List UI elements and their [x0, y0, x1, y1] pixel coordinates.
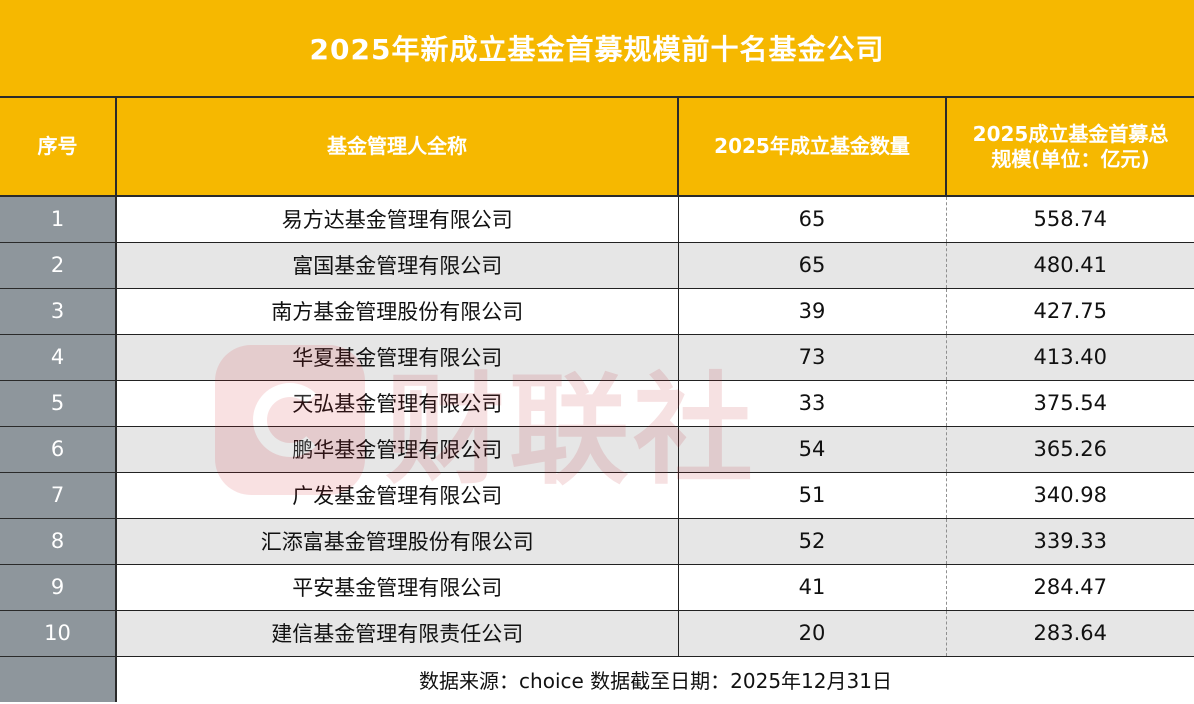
row-index: 2 — [0, 242, 117, 289]
row-scale: 558.74 — [946, 196, 1194, 243]
row-company: 鹏华基金管理有限公司 — [116, 426, 679, 473]
footer-row: 数据来源：choice 数据截至日期：2025年12月31日 — [0, 656, 1194, 702]
table-row: 4 华夏基金管理有限公司 73 413.40 — [0, 334, 1194, 381]
row-index: 5 — [0, 380, 117, 427]
row-count: 41 — [678, 564, 947, 611]
table-row: 10 建信基金管理有限责任公司 20 283.64 — [0, 610, 1194, 657]
row-scale: 375.54 — [946, 380, 1194, 427]
header-count: 2025年成立基金数量 — [678, 98, 947, 197]
row-index: 7 — [0, 472, 117, 519]
table-row: 1 易方达基金管理有限公司 65 558.74 — [0, 196, 1194, 243]
header-scale: 2025成立基金首募总 规模(单位：亿元) — [946, 98, 1194, 197]
row-count: 65 — [678, 242, 947, 289]
row-index: 1 — [0, 196, 117, 243]
row-company: 汇添富基金管理股份有限公司 — [116, 518, 679, 565]
row-count: 51 — [678, 472, 947, 519]
row-company: 天弘基金管理有限公司 — [116, 380, 679, 427]
row-company: 南方基金管理股份有限公司 — [116, 288, 679, 335]
row-index: 9 — [0, 564, 117, 611]
row-index: 3 — [0, 288, 117, 335]
fund-ranking-table: 序号 基金管理人全称 2025年成立基金数量 2025成立基金首募总 规模(单位… — [0, 98, 1194, 702]
row-scale: 284.47 — [946, 564, 1194, 611]
table-row: 7 广发基金管理有限公司 51 340.98 — [0, 472, 1194, 519]
table-row: 9 平安基金管理有限公司 41 284.47 — [0, 564, 1194, 611]
row-index: 10 — [0, 610, 117, 657]
row-count: 52 — [678, 518, 947, 565]
row-index: 4 — [0, 334, 117, 381]
row-company: 平安基金管理有限公司 — [116, 564, 679, 611]
row-scale: 283.64 — [946, 610, 1194, 657]
table-row: 8 汇添富基金管理股份有限公司 52 339.33 — [0, 518, 1194, 565]
row-count: 39 — [678, 288, 947, 335]
header-row: 序号 基金管理人全称 2025年成立基金数量 2025成立基金首募总 规模(单位… — [0, 98, 1194, 197]
row-count: 33 — [678, 380, 947, 427]
row-count: 65 — [678, 196, 947, 243]
row-scale: 427.75 — [946, 288, 1194, 335]
header-company: 基金管理人全称 — [116, 98, 679, 197]
header-scale-line1: 2025成立基金首募总 — [972, 121, 1169, 146]
row-count: 73 — [678, 334, 947, 381]
row-company: 华夏基金管理有限公司 — [116, 334, 679, 381]
row-company: 广发基金管理有限公司 — [116, 472, 679, 519]
table-row: 5 天弘基金管理有限公司 33 375.54 — [0, 380, 1194, 427]
table-row: 2 富国基金管理有限公司 65 480.41 — [0, 242, 1194, 289]
row-scale: 480.41 — [946, 242, 1194, 289]
row-index: 6 — [0, 426, 117, 473]
row-count: 54 — [678, 426, 947, 473]
table-row: 6 鹏华基金管理有限公司 54 365.26 — [0, 426, 1194, 473]
header-index: 序号 — [0, 98, 117, 197]
row-scale: 339.33 — [946, 518, 1194, 565]
table-title: 2025年新成立基金首募规模前十名基金公司 — [0, 0, 1194, 98]
header-scale-line2: 规模(单位：亿元) — [991, 146, 1150, 171]
row-scale: 413.40 — [946, 334, 1194, 381]
row-company: 建信基金管理有限责任公司 — [116, 610, 679, 657]
row-scale: 365.26 — [946, 426, 1194, 473]
row-company: 富国基金管理有限公司 — [116, 242, 679, 289]
data-source-note: 数据来源：choice 数据截至日期：2025年12月31日 — [419, 668, 892, 693]
row-scale: 340.98 — [946, 472, 1194, 519]
row-index: 8 — [0, 518, 117, 565]
footer-index-cell — [0, 656, 117, 702]
row-company: 易方达基金管理有限公司 — [116, 196, 679, 243]
row-count: 20 — [678, 610, 947, 657]
table-row: 3 南方基金管理股份有限公司 39 427.75 — [0, 288, 1194, 335]
